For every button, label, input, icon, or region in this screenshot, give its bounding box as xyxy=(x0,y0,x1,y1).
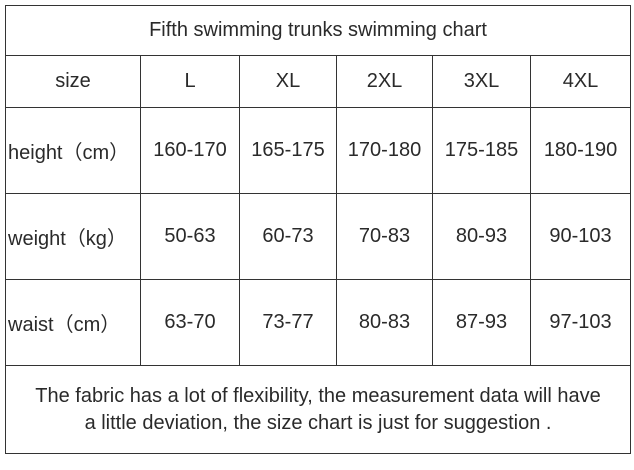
header-cell: size xyxy=(5,55,141,108)
cell: 90-103 xyxy=(529,193,632,280)
cell: 50-63 xyxy=(140,193,240,280)
cell: 165-175 xyxy=(239,107,337,194)
size-chart: Fifth swimming trunks swimming chart size… xyxy=(4,5,632,454)
row-label: waist（cm） xyxy=(5,279,141,366)
cell: 87-93 xyxy=(432,279,531,366)
header-cell: XL xyxy=(239,55,337,108)
cell: 97-103 xyxy=(529,279,632,366)
data-row: weight（kg） 50-63 60-73 70-83 80-93 90-103 xyxy=(5,193,632,280)
note-line: a little deviation, the size chart is ju… xyxy=(84,411,552,434)
cell: 80-83 xyxy=(336,279,433,366)
data-row: height（cm） 160-170 165-175 170-180 175-185 18… xyxy=(5,107,632,194)
note-row: The fabric has a lot of flexibility, the… xyxy=(4,365,632,454)
cell: 73-77 xyxy=(239,279,337,366)
cell: 170-180 xyxy=(336,107,433,194)
data-row: waist（cm） 63-70 73-77 80-83 87-93 97-103 xyxy=(5,279,632,366)
header-cell: 3XL xyxy=(432,55,531,108)
cell: 160-170 xyxy=(140,107,240,194)
header-cell: 2XL xyxy=(336,55,433,108)
cell: 180-190 xyxy=(529,107,632,194)
note-line: The fabric has a lot of flexibility, the… xyxy=(35,384,601,407)
cell: 63-70 xyxy=(140,279,240,366)
cell: 60-73 xyxy=(239,193,337,280)
header-cell: L xyxy=(140,55,240,108)
cell: 80-93 xyxy=(432,193,531,280)
row-label: height（cm） xyxy=(5,107,141,194)
row-label: weight（kg） xyxy=(5,193,141,280)
header-cell: 4XL xyxy=(529,55,632,108)
cell: 70-83 xyxy=(336,193,433,280)
table-title: Fifth swimming trunks swimming chart xyxy=(4,5,632,56)
header-row: size L XL 2XL 3XL 4XL xyxy=(5,55,632,108)
cell: 175-185 xyxy=(432,107,531,194)
title-row: Fifth swimming trunks swimming chart xyxy=(4,5,632,56)
table-body: Fifth swimming trunks swimming chart size… xyxy=(4,5,632,454)
note-cell: The fabric has a lot of flexibility, the… xyxy=(4,365,632,454)
